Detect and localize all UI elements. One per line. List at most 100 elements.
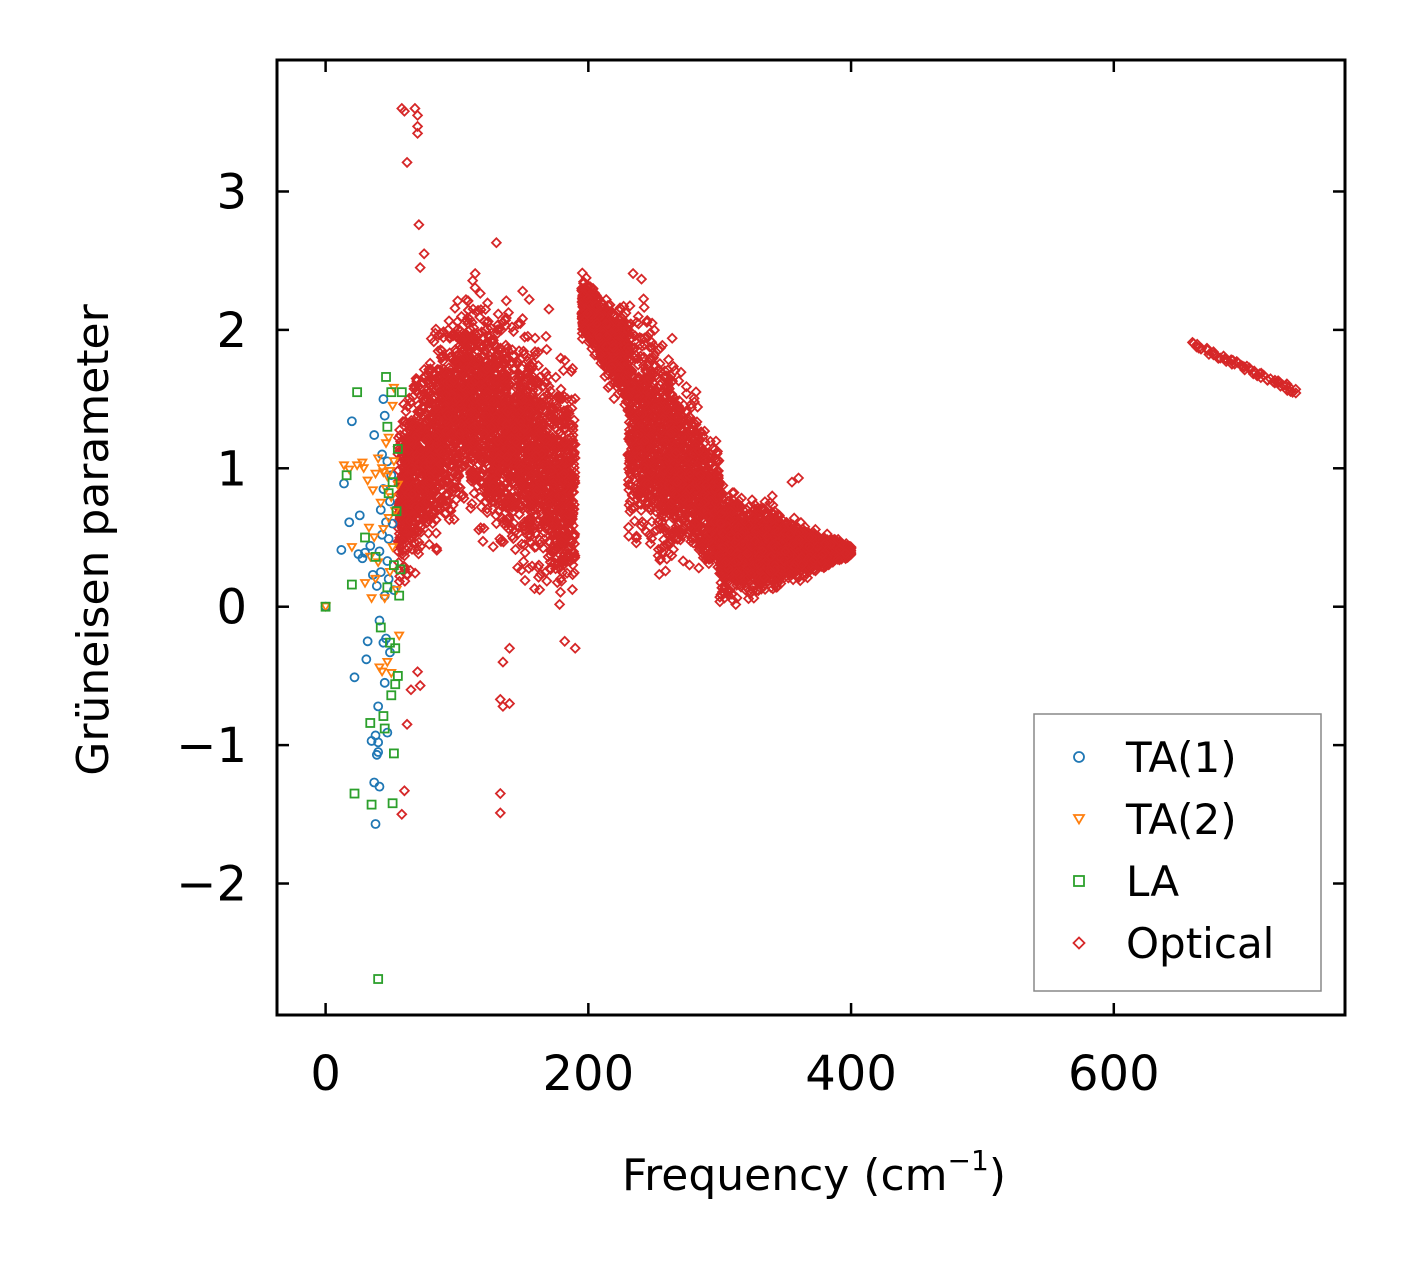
optical-point: [464, 422, 477, 435]
optical-point: [492, 452, 505, 464]
optical-point: [421, 413, 433, 425]
optical-point: [563, 468, 576, 481]
optical-point: [440, 406, 453, 419]
optical-point: [533, 584, 546, 596]
optical-point: [413, 536, 425, 548]
optical-point: [452, 423, 464, 436]
optical-point: [432, 412, 444, 425]
optical-point: [417, 377, 429, 389]
optical-point: [406, 543, 418, 555]
optical-point: [564, 500, 576, 512]
optical-point: [565, 535, 577, 547]
optical-point: [566, 583, 579, 596]
optical-point: [414, 444, 427, 456]
optical-point: [425, 443, 438, 456]
optical-point: [477, 425, 489, 437]
optical-point: [492, 435, 504, 447]
optical-point: [513, 345, 525, 357]
optical-point: [519, 547, 531, 559]
optical-point: [523, 359, 536, 371]
optical-point: [466, 376, 478, 388]
optical-point: [398, 398, 410, 410]
optical-point: [500, 488, 512, 501]
optical-point: [466, 366, 478, 378]
optical-point: [524, 530, 536, 543]
optical-point: [414, 540, 427, 553]
optical-point: [563, 523, 575, 536]
optical-point: [506, 445, 518, 457]
optical-point: [487, 541, 499, 553]
optical-point: [431, 544, 443, 556]
optical-point: [560, 412, 572, 424]
optical-point: [440, 389, 452, 401]
optical-point: [428, 385, 440, 398]
optical-point: [519, 463, 531, 475]
optical-point: [469, 267, 481, 280]
optical-point: [462, 304, 474, 316]
optical-point: [446, 410, 458, 423]
optical-point: [470, 421, 482, 433]
optical-point: [535, 463, 547, 475]
optical-point: [550, 441, 563, 453]
optical-point: [556, 526, 568, 538]
optical-point: [496, 368, 509, 381]
optical-point: [508, 517, 520, 530]
optical-point: [566, 486, 579, 499]
optical-point: [430, 430, 442, 442]
optical-point: [487, 480, 499, 492]
optical-point: [396, 545, 409, 557]
optical-point: [522, 330, 534, 343]
optical-point: [469, 393, 482, 405]
optical-point: [415, 510, 428, 522]
optical-point: [553, 490, 565, 503]
optical-point: [406, 488, 418, 500]
optical-point: [555, 575, 568, 587]
optical-point: [555, 572, 567, 585]
optical-point: [500, 387, 512, 399]
optical-point: [561, 416, 574, 428]
optical-point: [436, 485, 449, 497]
optical-point: [472, 351, 484, 364]
optical-point: [412, 458, 425, 470]
optical-point: [557, 364, 570, 377]
optical-point: [569, 551, 581, 564]
optical-point: [554, 586, 567, 598]
optical-point: [553, 408, 565, 420]
optical-point: [459, 454, 471, 467]
optical-point: [434, 496, 446, 509]
optical-point: [465, 407, 477, 419]
optical-point: [454, 398, 466, 411]
optical-point: [519, 574, 531, 587]
optical-point: [424, 510, 436, 522]
optical-point: [469, 408, 481, 420]
optical-point: [405, 530, 418, 543]
optical-point: [542, 520, 554, 533]
optical-point: [409, 567, 421, 579]
optical-point: [528, 504, 540, 517]
optical-point: [565, 365, 578, 378]
optical-point: [529, 409, 541, 421]
optical-point: [426, 493, 438, 505]
optical-point: [566, 568, 579, 581]
optical-point: [423, 477, 435, 489]
optical-point: [490, 517, 503, 530]
optical-point: [468, 340, 481, 353]
optical-point: [523, 515, 536, 527]
optical-point: [535, 424, 548, 436]
optical-point: [434, 456, 446, 468]
optical-point: [530, 439, 542, 452]
optical-point: [475, 304, 487, 316]
optical-point: [400, 499, 412, 511]
optical-point: [566, 362, 579, 375]
optical-point: [554, 352, 567, 364]
optical-point: [435, 493, 448, 505]
optical-point: [622, 521, 635, 533]
optical-point: [509, 390, 522, 402]
optical-point: [516, 538, 528, 550]
optical-point: [468, 487, 480, 499]
optical-point: [555, 536, 567, 549]
optical-point: [394, 541, 406, 553]
optical-point: [532, 385, 544, 397]
optical-point: [446, 445, 458, 458]
optical-point: [455, 342, 467, 354]
